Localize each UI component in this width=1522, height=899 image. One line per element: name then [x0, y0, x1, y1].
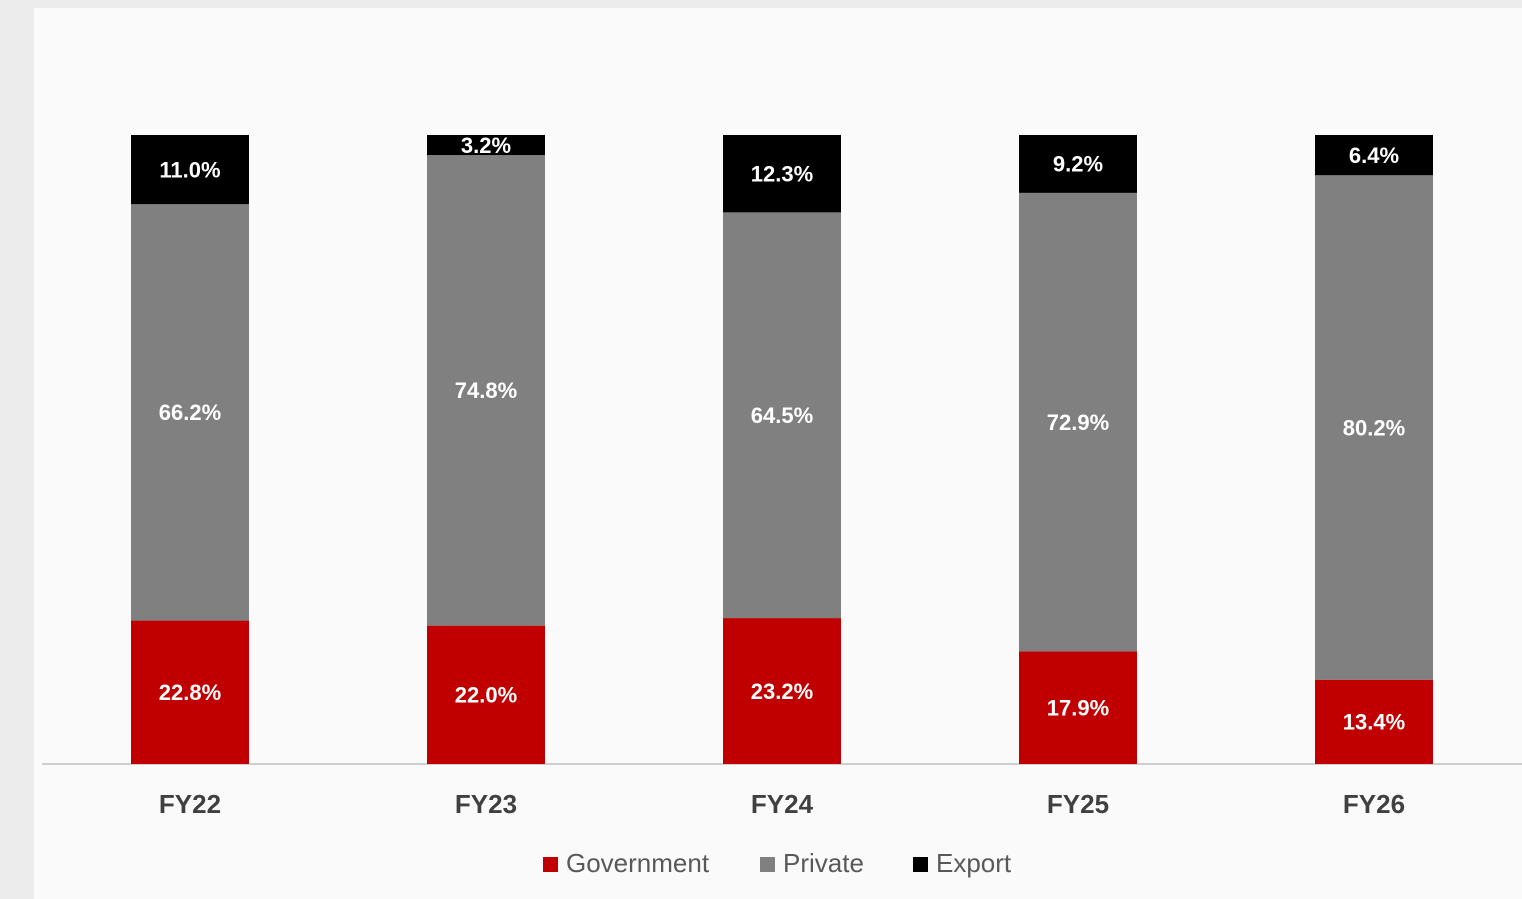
legend-label: Government: [566, 848, 710, 878]
data-label: 72.9%: [1047, 410, 1109, 435]
bar-segment: [131, 204, 249, 621]
bar-segment: [1315, 679, 1433, 764]
bar-segment: [723, 135, 841, 213]
x-tick-label: FY26: [1343, 789, 1405, 819]
bar-segment: [1315, 135, 1433, 176]
x-tick-label: FY25: [1047, 789, 1109, 819]
data-label: 13.4%: [1343, 710, 1405, 735]
bar-segment: [1019, 651, 1137, 764]
data-label: 9.2%: [1053, 152, 1103, 177]
data-label: 11.0%: [159, 157, 220, 182]
x-tick-label: FY23: [455, 789, 517, 819]
bar-segment: [723, 212, 841, 619]
bar-segment: [427, 155, 545, 626]
bar-segment: [1315, 175, 1433, 680]
data-label: 3.2%: [461, 133, 511, 158]
bar-segment: [1019, 192, 1137, 652]
data-label: 80.2%: [1343, 415, 1405, 440]
data-label: 22.8%: [159, 680, 221, 705]
x-tick-label: FY24: [751, 789, 814, 819]
data-label: 74.8%: [455, 378, 517, 403]
data-label: 6.4%: [1349, 143, 1399, 168]
bar-segment: [723, 618, 841, 764]
legend-label: Export: [936, 848, 1012, 878]
bar-segment: [1019, 135, 1137, 193]
data-label: 17.9%: [1047, 696, 1109, 721]
bar-segment: [131, 135, 249, 205]
legend-swatch: [543, 857, 558, 872]
x-tick-label: FY22: [159, 789, 221, 819]
legend-label: Private: [783, 848, 864, 878]
data-label: 64.5%: [751, 403, 813, 428]
data-label: 23.2%: [751, 679, 813, 704]
data-label: 66.2%: [159, 400, 221, 425]
legend-swatch: [913, 857, 928, 872]
data-label: 22.0%: [455, 683, 517, 708]
bar-segment: [131, 620, 249, 764]
bar-segment: [427, 135, 545, 156]
legend-swatch: [760, 857, 775, 872]
data-label: 12.3%: [751, 161, 813, 186]
bar-segment: [427, 625, 545, 764]
